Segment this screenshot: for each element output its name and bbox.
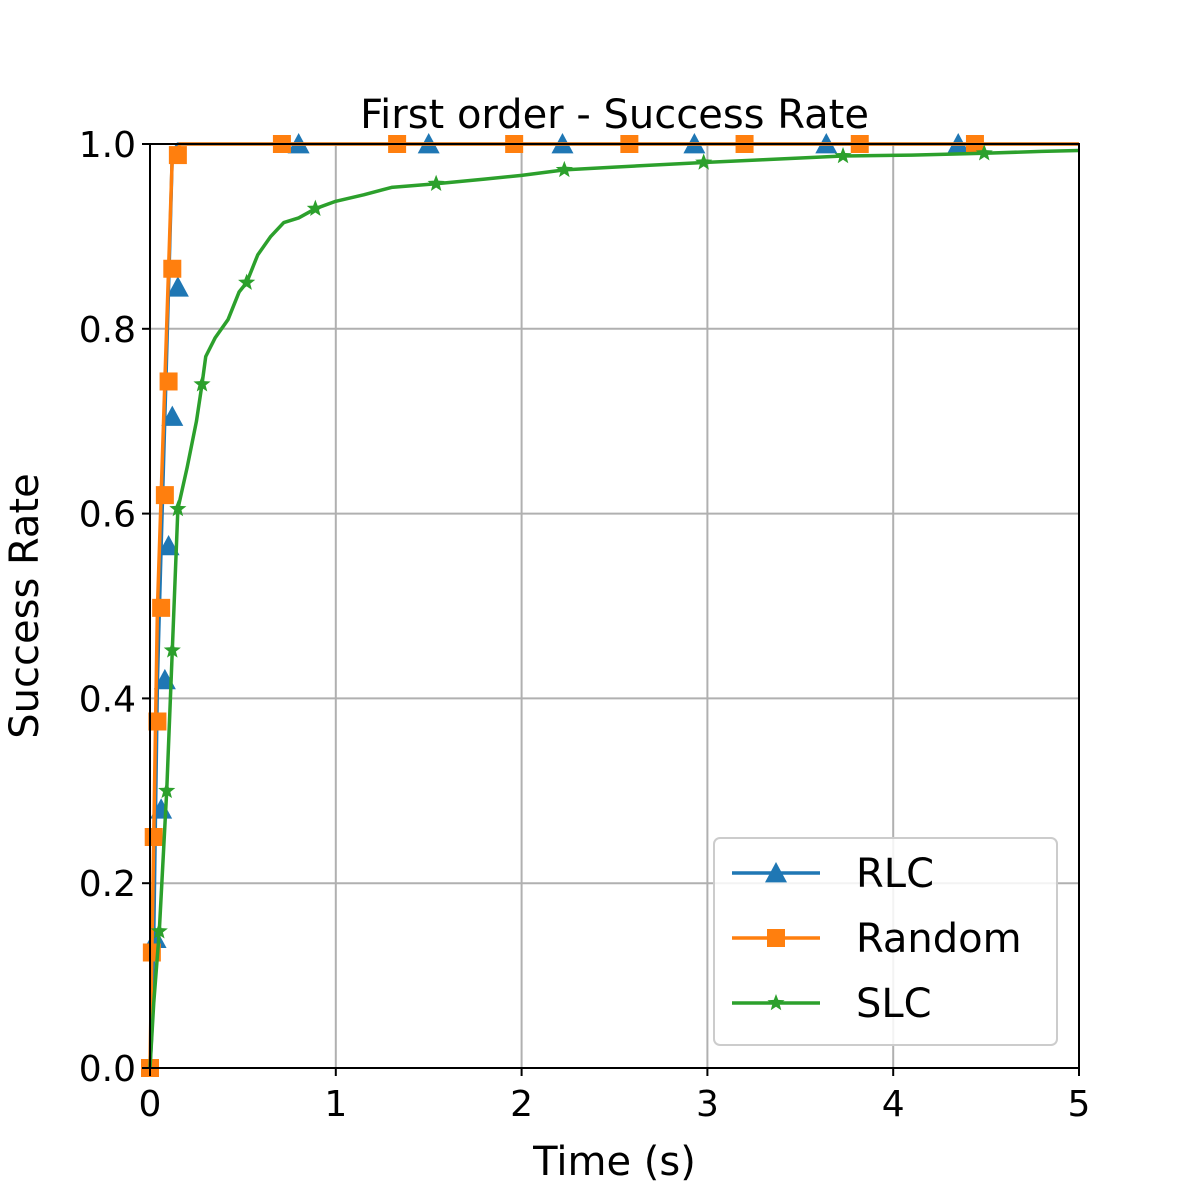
data-point [238, 273, 256, 290]
data-point [427, 174, 445, 192]
data-point [148, 712, 167, 731]
y-axis-label: Success Rate [2, 473, 48, 738]
tick-layer: 0 1 2 3 4 5 0.0 0.2 0.4 0.6 0.8 1.0 [79, 125, 1091, 1125]
legend-marker [767, 929, 785, 947]
legend-label: RLC [856, 851, 934, 897]
series-slc [148, 144, 1080, 1069]
data-point [144, 828, 163, 846]
legend-item-random: Random [732, 916, 1022, 962]
legend-box [713, 837, 1058, 1046]
y-tick-label: 1.0 [79, 125, 136, 166]
data-point [555, 160, 573, 178]
chart-title: First order - Success Rate [360, 92, 869, 138]
grid-layer [149, 143, 1080, 1069]
x-tick-label: 0 [139, 1084, 162, 1125]
y-tick-label: 0.2 [79, 864, 136, 905]
data-point [155, 486, 174, 505]
y-tick-label: 0.6 [79, 495, 136, 536]
data-point [166, 276, 189, 297]
series-line [148, 148, 1080, 1069]
data-point [158, 781, 176, 799]
data-point [163, 641, 181, 658]
data-point [168, 146, 187, 165]
data-point [306, 199, 324, 216]
x-tick-label: 3 [696, 1084, 719, 1125]
x-tick-label: 1 [324, 1084, 347, 1125]
legend: RLC Random SLC [713, 837, 1058, 1046]
data-point [152, 598, 171, 617]
x-tick-label: 2 [510, 1084, 533, 1125]
legend-marker [767, 994, 785, 1011]
data-point [157, 534, 180, 556]
data-point [193, 375, 211, 392]
data-point [834, 147, 852, 164]
legend-label: Random [856, 916, 1022, 962]
data-point [169, 499, 187, 517]
data-point [159, 372, 178, 391]
x-tick-label: 5 [1068, 1084, 1091, 1125]
x-tick-label: 4 [882, 1084, 905, 1125]
legend-label: SLC [856, 981, 932, 1027]
data-point [161, 405, 184, 426]
legend-item-rlc: RLC [732, 851, 934, 897]
data-point [163, 259, 182, 278]
y-tick-label: 0.8 [79, 310, 136, 351]
data-point [695, 153, 713, 170]
y-tick-label: 0.4 [79, 679, 136, 720]
data-point [150, 922, 168, 939]
legend-marker [765, 862, 787, 883]
plot-frame [149, 143, 1080, 1069]
x-axis-label: Time (s) [532, 1139, 696, 1185]
data-point [975, 144, 993, 161]
legend-item-slc: SLC [732, 981, 932, 1027]
y-tick-label: 0.0 [79, 1049, 136, 1090]
